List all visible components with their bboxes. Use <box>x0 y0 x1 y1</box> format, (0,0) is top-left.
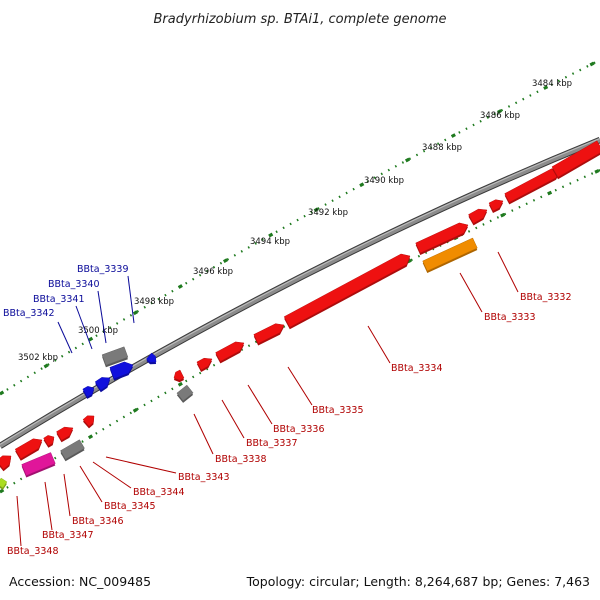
gene-feature <box>422 237 478 272</box>
leader-line <box>44 481 53 531</box>
scale-label: 3486 kbp <box>480 111 520 121</box>
reverse-gene-label[interactable]: BBta_3335 <box>312 405 364 416</box>
reverse-gene-label[interactable]: BBta_3334 <box>391 363 443 374</box>
forward-gene-label[interactable]: BBta_3339 <box>77 264 129 275</box>
leader-line <box>193 413 214 455</box>
scale-labels: 3484 kbp 3486 kbp 3488 kbp 3490 kbp 3492 kbp… <box>18 79 572 363</box>
outer-minor-ticks <box>0 59 600 395</box>
gene-feature <box>56 426 74 441</box>
gene-feature <box>14 438 43 460</box>
reverse-gene-label[interactable]: BBta_3345 <box>104 501 156 512</box>
genome-backbone <box>0 136 600 449</box>
gene-features <box>0 140 600 490</box>
leader-line <box>221 399 245 439</box>
gene-feature <box>94 377 111 391</box>
reverse-gene-label[interactable]: BBta_3343 <box>178 472 230 483</box>
gene-feature <box>196 357 213 371</box>
reverse-gene-label[interactable]: BBta_3337 <box>246 438 298 449</box>
leader-line <box>105 456 177 474</box>
forward-gene-label[interactable]: BBta_3342 <box>3 308 55 319</box>
reverse-gene-label[interactable]: BBta_3346 <box>72 516 124 527</box>
gene-feature <box>176 384 194 402</box>
reverse-gene-label[interactable]: BBta_3347 <box>42 530 94 541</box>
outer-tick-ring <box>0 58 600 396</box>
gene-feature <box>215 341 245 362</box>
gene-feature <box>60 439 85 460</box>
reverse-gene-label[interactable]: BBta_3344 <box>133 487 185 498</box>
scale-label: 3492 kbp <box>308 208 348 218</box>
reverse-gene-label[interactable]: BBta_3336 <box>273 424 325 435</box>
leader-line <box>57 321 73 354</box>
gene-feature <box>283 253 411 328</box>
reverse-gene-label[interactable]: BBta_3348 <box>7 546 59 557</box>
gene-feature <box>551 140 600 178</box>
leader-line <box>16 495 22 547</box>
scale-label: 3496 kbp <box>193 267 233 277</box>
leader-line <box>287 366 313 406</box>
scale-label: 3490 kbp <box>364 176 404 186</box>
gene-feature <box>82 415 95 427</box>
accession-text: Accession: NC_009485 <box>9 574 151 589</box>
gene-feature <box>101 346 129 366</box>
gene-feature <box>82 386 95 398</box>
label-leader-lines <box>16 251 519 547</box>
reverse-gene-label[interactable]: BBta_3332 <box>520 292 572 303</box>
gene-feature <box>109 361 134 379</box>
gene-feature <box>253 323 285 344</box>
leader-line <box>247 384 273 425</box>
forward-gene-label[interactable]: BBta_3340 <box>48 279 100 290</box>
leader-line <box>497 251 519 293</box>
scale-label: 3500 kbp <box>78 326 118 336</box>
leader-line <box>97 290 107 344</box>
scale-label: 3488 kbp <box>422 143 462 153</box>
leader-line <box>79 465 103 503</box>
gene-feature <box>21 452 56 476</box>
leader-line <box>367 325 391 364</box>
leader-line <box>92 461 132 489</box>
reverse-gene-label[interactable]: BBta_3338 <box>215 454 267 465</box>
gene-feature <box>415 222 469 254</box>
reverse-gene-label[interactable]: BBta_3333 <box>484 312 536 323</box>
scale-label: 3498 kbp <box>134 297 174 307</box>
gene-feature <box>0 477 8 489</box>
summary-text: Topology: circular; Length: 8,264,687 bp… <box>246 574 590 589</box>
scale-label: 3502 kbp <box>18 353 58 363</box>
gene-labels: BBta_3332 BBta_3333 BBta_3334 BBta_3335 BBta… <box>3 264 572 557</box>
scale-label: 3494 kbp <box>250 237 290 247</box>
gene-feature <box>488 199 504 212</box>
leader-line <box>127 275 135 324</box>
forward-gene-label[interactable]: BBta_3341 <box>33 294 85 305</box>
gene-feature <box>146 352 157 363</box>
gene-feature <box>43 435 55 447</box>
gene-feature <box>0 455 12 470</box>
gene-feature <box>468 208 488 224</box>
leader-line <box>459 272 483 313</box>
leader-line <box>75 305 93 350</box>
leader-line <box>63 473 71 517</box>
map-title: Bradyrhizobium sp. BTAi1, complete genom… <box>153 12 446 27</box>
scale-label: 3484 kbp <box>532 79 572 89</box>
gene-feature <box>173 369 185 381</box>
